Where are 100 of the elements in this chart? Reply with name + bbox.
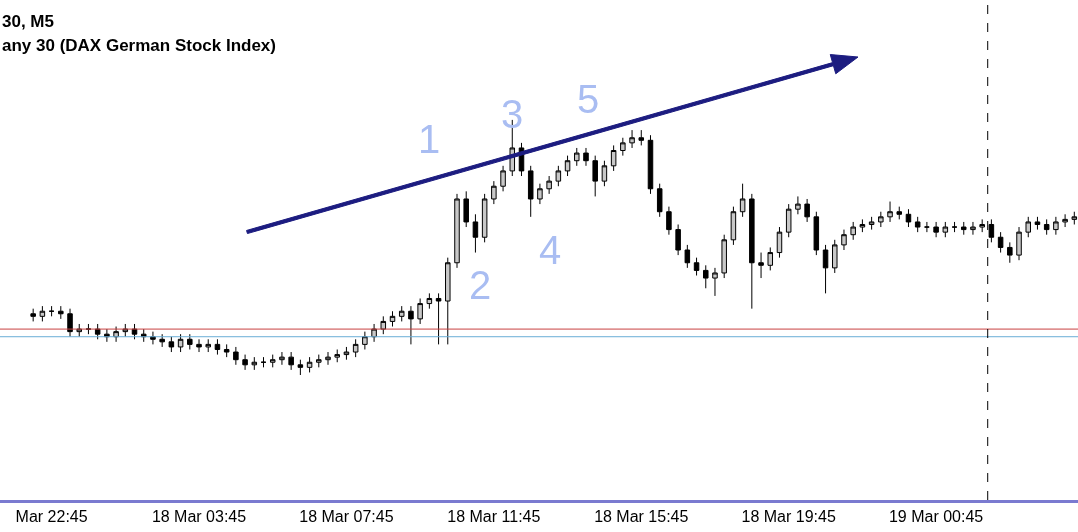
candlestick [592, 155, 598, 197]
candlestick [334, 348, 340, 363]
candlestick [914, 216, 921, 233]
candlestick [269, 354, 276, 368]
candlestick [435, 292, 442, 345]
candlestick [620, 137, 626, 157]
candlestick [537, 183, 543, 205]
candlestick [970, 221, 976, 236]
candlestick [629, 129, 635, 149]
candlestick [362, 331, 368, 350]
candlestick [933, 221, 939, 238]
candlestick [749, 193, 755, 310]
x-tick-label: 18 Mar 03:45 [151, 508, 247, 526]
annotation: 3 [501, 92, 524, 136]
candlestick [196, 338, 202, 353]
candlestick [481, 193, 488, 243]
candlestick [795, 195, 801, 215]
candlestick [279, 351, 285, 366]
candlestick [1062, 213, 1068, 228]
candlestick [30, 308, 36, 322]
candlestick [924, 221, 930, 233]
candlestick [1034, 216, 1041, 231]
candlestick [951, 221, 958, 233]
candlestick [251, 356, 258, 371]
candlestick [159, 333, 165, 348]
candlestick [666, 206, 672, 236]
candlestick [767, 246, 774, 271]
candlestick [546, 175, 552, 195]
candlestick [656, 183, 663, 218]
candlestick [850, 221, 856, 241]
x-tick-label: 18 Mar 11:45 [447, 508, 541, 526]
candlestick [380, 315, 387, 335]
candlestick [960, 221, 967, 236]
candlestick [693, 257, 700, 277]
candlestick [288, 351, 294, 371]
candlestick [491, 180, 497, 205]
candlestick [887, 201, 893, 223]
candlestick [868, 216, 875, 231]
candlestick [712, 267, 718, 297]
candlestick [878, 211, 884, 228]
candlestick [647, 134, 654, 195]
annotation: 5 [577, 77, 600, 121]
candlestick [389, 310, 396, 328]
candlestick [703, 264, 709, 289]
candlestick [398, 305, 405, 322]
candlestick [758, 252, 764, 279]
candlestick [306, 356, 313, 373]
candlestick [832, 239, 838, 274]
candlestick [58, 305, 64, 320]
candlestick [638, 129, 645, 146]
candlestick [463, 190, 469, 228]
candlestick [85, 323, 92, 335]
candlestick [39, 305, 46, 322]
candlestick [997, 231, 1004, 254]
candlestick [260, 356, 267, 368]
candlestick [233, 346, 239, 366]
candlestick [905, 208, 912, 228]
candlestick [610, 144, 617, 172]
annotation: 4 [539, 228, 562, 272]
x-tick-label: Mar 22:45 [15, 508, 88, 526]
candlestick [942, 221, 949, 238]
x-tick-label: 19 Mar 00:45 [888, 508, 984, 526]
candlestick [739, 183, 746, 218]
candlestick [1071, 211, 1078, 225]
x-tick-label: 18 Mar 07:45 [299, 508, 394, 526]
candlestick [859, 218, 866, 233]
candlestick [1016, 226, 1022, 261]
candlestick [776, 226, 783, 259]
candlestick [1025, 216, 1031, 238]
candlestick [721, 234, 727, 279]
candlestick [242, 354, 248, 371]
candlestick [297, 359, 304, 376]
candlestick [675, 223, 681, 256]
candlestick [408, 305, 414, 345]
x-tick-label: 18 Mar 19:45 [741, 508, 836, 526]
candlestick [426, 292, 433, 310]
candlestick [187, 333, 193, 350]
candlestick [1043, 218, 1050, 236]
candlestick [214, 338, 221, 356]
candlestick [325, 351, 331, 366]
candlestick [841, 229, 847, 251]
candlestick [445, 257, 451, 345]
candlestick [472, 213, 479, 254]
chart-subtitle: any 30 (DAX German Stock Index) [2, 36, 276, 55]
candlestick [205, 338, 211, 353]
candlestick [168, 336, 175, 353]
candlestick [343, 346, 350, 361]
candlestick [150, 331, 156, 345]
candlestick [527, 165, 534, 218]
x-tick-label: 18 Mar 15:45 [594, 508, 689, 526]
candlestick [352, 338, 359, 358]
candlestick [684, 244, 691, 269]
candlestick [601, 160, 608, 187]
chart-title: 30, M5 [2, 12, 54, 31]
candlestick [177, 333, 184, 353]
annotation: 1 [418, 117, 441, 161]
candlestick [813, 211, 820, 256]
candlestick [574, 147, 580, 167]
candlestick [583, 147, 589, 167]
candlestick [500, 165, 506, 192]
